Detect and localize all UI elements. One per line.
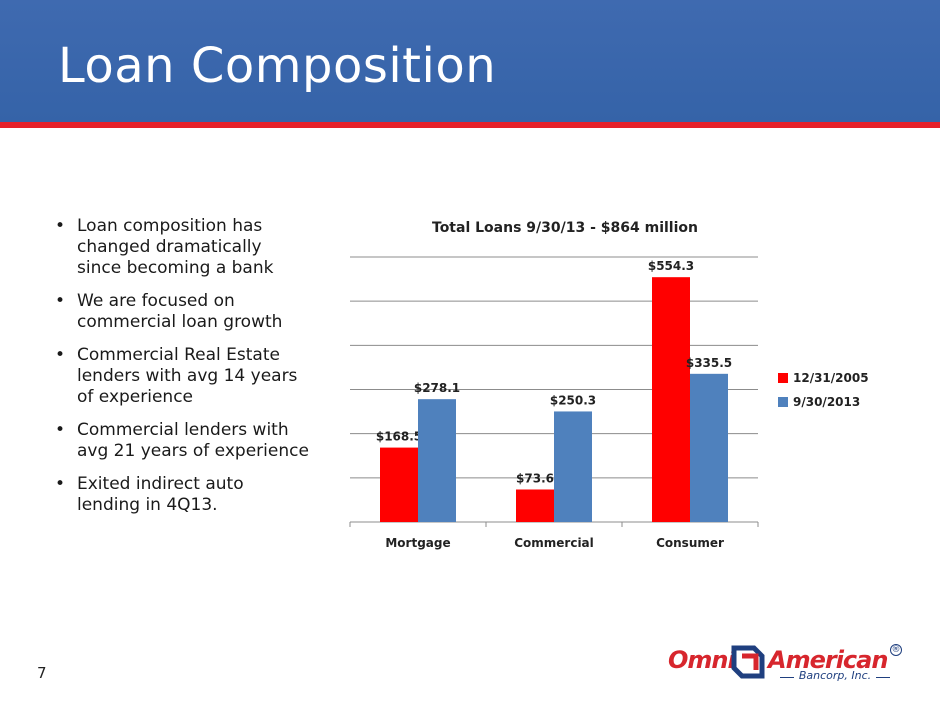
x-tick-label: Commercial	[514, 536, 594, 550]
legend-swatch	[778, 373, 788, 383]
data-label: $73.6	[516, 471, 554, 485]
bullet-icon: •	[55, 291, 66, 311]
data-label: $278.1	[414, 381, 460, 395]
logo-word-american: American	[768, 646, 888, 674]
company-logo: Omni American Bancorp, Inc. ®	[668, 640, 908, 686]
bullet-text: Commercial Real Estate lenders with avg …	[77, 345, 298, 407]
bullet-text: We are focused on commercial loan growth	[77, 291, 283, 332]
bullet-icon: •	[55, 474, 66, 494]
bar-2013	[418, 399, 456, 522]
bullet-list: • Loan composition has changed dramatical…	[55, 216, 310, 528]
bar-2013	[690, 373, 728, 522]
x-tick-label: Consumer	[656, 536, 724, 550]
bullet-text: Commercial lenders with avg 21 years of …	[77, 420, 309, 461]
bullet-item: • Loan composition has changed dramatical…	[55, 216, 310, 279]
logo-subtitle: Bancorp, Inc.	[780, 668, 890, 682]
bullet-text: Loan composition has changed dramaticall…	[77, 216, 274, 278]
data-label: $335.5	[686, 356, 732, 370]
slide-title: Loan Composition	[58, 38, 497, 94]
bullet-icon: •	[55, 345, 66, 365]
bar-2005	[652, 277, 690, 522]
data-label: $250.3	[550, 393, 596, 407]
logo-word-omni: Omni	[668, 646, 736, 674]
bar-2005	[380, 447, 418, 522]
bullet-icon: •	[55, 216, 66, 236]
header-bar	[0, 0, 940, 122]
bullet-item: • Commercial Real Estate lenders with avg…	[55, 345, 310, 408]
chart-title: Total Loans 9/30/13 - $864 million	[432, 220, 698, 236]
legend-label: 12/31/2005	[793, 371, 869, 385]
bullet-icon: •	[55, 420, 66, 440]
logo-emblem-icon	[731, 645, 765, 679]
bullet-item: • We are focused on commercial loan growt…	[55, 291, 310, 333]
x-tick-label: Mortgage	[385, 536, 450, 550]
header-stripe	[0, 122, 940, 128]
data-label: $554.3	[648, 259, 694, 273]
legend-swatch	[778, 397, 788, 407]
registered-mark: ®	[890, 644, 902, 656]
loan-bar-chart: Total Loans 9/30/13 - $864 million $168.5…	[349, 220, 869, 550]
page-number: 7	[37, 664, 47, 682]
bullet-item: • Commercial lenders with avg 21 years of…	[55, 420, 310, 462]
bullet-text: Exited indirect auto lending in 4Q13.	[77, 474, 244, 515]
data-label: $168.5	[376, 430, 422, 444]
legend-label: 9/30/2013	[793, 395, 860, 409]
bar-2013	[554, 411, 592, 522]
bullet-item: • Exited indirect auto lending in 4Q13.	[55, 474, 310, 516]
bar-2005	[516, 489, 554, 522]
